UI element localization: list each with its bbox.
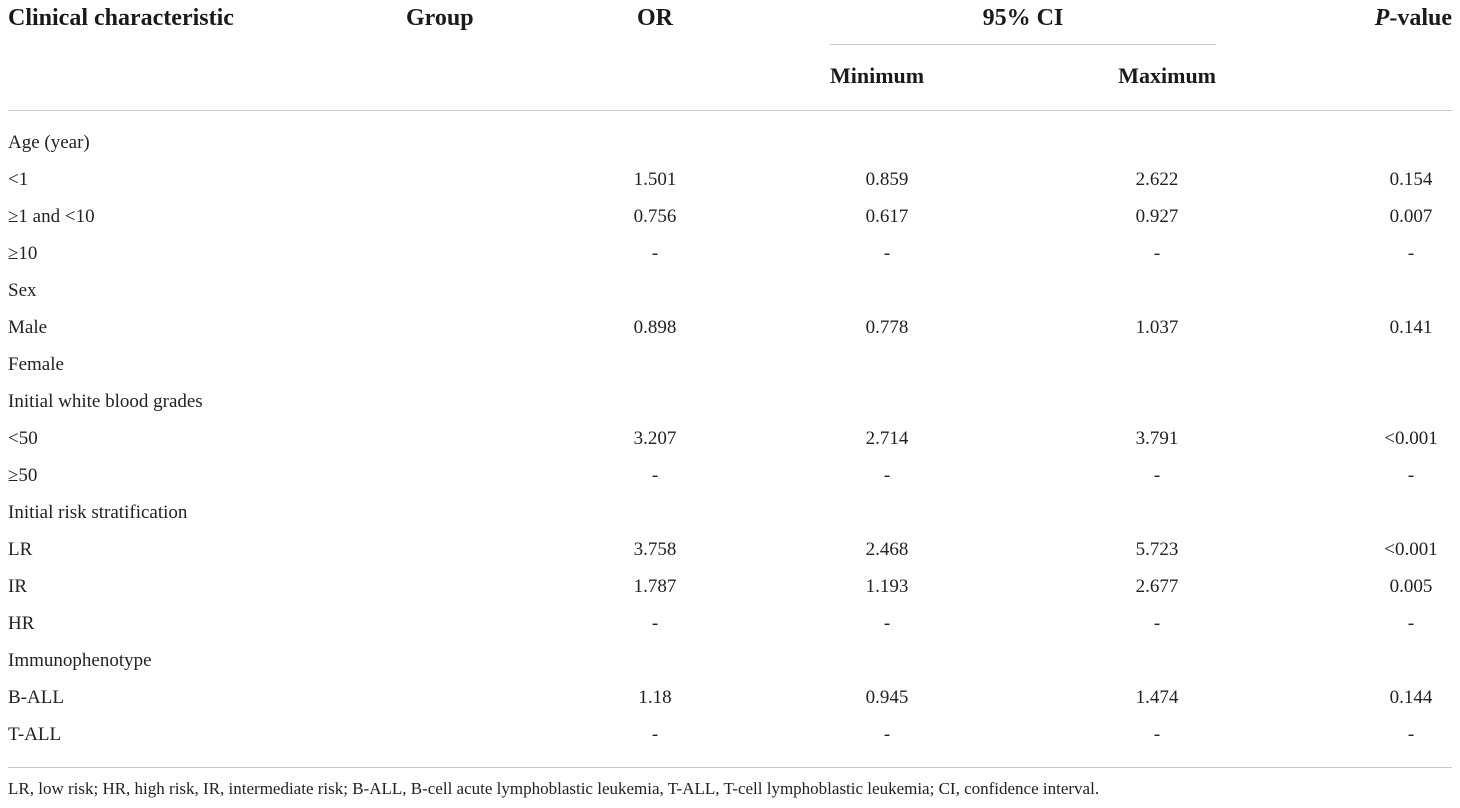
cell-ci-minimum: - bbox=[883, 465, 891, 486]
cell-ci-maximum: 2.677 bbox=[1135, 576, 1179, 597]
table-row: ≥1 and <10 0.756 0.617 0.927 0.007 bbox=[0, 198, 1460, 235]
table-row: B-ALL 1.18 0.945 1.474 0.144 bbox=[0, 679, 1460, 716]
cell-ci-maximum: - bbox=[1153, 243, 1161, 264]
table-row: Sex bbox=[0, 272, 1460, 309]
cell-characteristic: Male bbox=[8, 317, 48, 338]
table-row: ≥50 - - - - bbox=[0, 457, 1460, 494]
cell-characteristic: HR bbox=[8, 613, 35, 634]
cell-ci-minimum: - bbox=[883, 724, 891, 745]
cell-ci-maximum: 1.474 bbox=[1135, 687, 1179, 708]
header-95-ci: 95% CI bbox=[982, 5, 1064, 31]
cell-characteristic: ≥50 bbox=[8, 465, 38, 486]
table-row: Immunophenotype bbox=[0, 642, 1460, 679]
cell-ci-maximum: - bbox=[1153, 465, 1161, 486]
cell-p-value: <0.001 bbox=[1384, 428, 1438, 449]
cell-p-value: - bbox=[1407, 613, 1415, 634]
cell-or: 3.758 bbox=[633, 539, 677, 560]
cell-characteristic: Female bbox=[8, 354, 64, 375]
header-maximum: Maximum bbox=[1118, 63, 1216, 88]
cell-p-value: - bbox=[1407, 465, 1415, 486]
cell-ci-minimum: 0.945 bbox=[865, 687, 909, 708]
cell-p-value: 0.007 bbox=[1389, 206, 1433, 227]
cell-ci-maximum: - bbox=[1153, 613, 1161, 634]
table-row: T-ALL - - - - bbox=[0, 716, 1460, 753]
cell-ci-maximum: 0.927 bbox=[1135, 206, 1179, 227]
cell-ci-maximum: 2.622 bbox=[1135, 169, 1179, 190]
cell-or: 3.207 bbox=[633, 428, 677, 449]
cell-ci-minimum: - bbox=[883, 613, 891, 634]
cell-characteristic: ≥1 and <10 bbox=[8, 206, 95, 227]
header-bottom-rule bbox=[8, 110, 1452, 111]
cell-ci-minimum: 0.859 bbox=[865, 169, 909, 190]
cell-p-value: - bbox=[1407, 724, 1415, 745]
cell-ci-minimum: 0.617 bbox=[865, 206, 909, 227]
cell-ci-maximum: 1.037 bbox=[1135, 317, 1179, 338]
table-row: Male 0.898 0.778 1.037 0.141 bbox=[0, 309, 1460, 346]
cell-characteristic: Sex bbox=[8, 280, 37, 301]
cell-characteristic: LR bbox=[8, 539, 33, 560]
header-or: OR bbox=[637, 5, 673, 31]
cell-characteristic: Initial risk stratification bbox=[8, 502, 188, 523]
cell-characteristic: B-ALL bbox=[8, 687, 64, 708]
cell-ci-minimum: 0.778 bbox=[865, 317, 909, 338]
table-bottom-rule bbox=[8, 767, 1452, 768]
cell-or: 0.756 bbox=[633, 206, 677, 227]
cell-p-value: 0.144 bbox=[1389, 687, 1433, 708]
cell-characteristic: <50 bbox=[8, 428, 38, 449]
cell-ci-maximum: 5.723 bbox=[1135, 539, 1179, 560]
cell-characteristic: Initial white blood grades bbox=[8, 391, 203, 412]
table-row: <50 3.207 2.714 3.791 <0.001 bbox=[0, 420, 1460, 457]
cell-p-value: 0.005 bbox=[1389, 576, 1433, 597]
cell-p-value: <0.001 bbox=[1384, 539, 1438, 560]
table-row: <1 1.501 0.859 2.622 0.154 bbox=[0, 161, 1460, 198]
header-minimum: Minimum bbox=[830, 63, 925, 88]
cell-characteristic: Immunophenotype bbox=[8, 650, 152, 671]
table-row: HR - - - - bbox=[0, 605, 1460, 642]
header-group: Group bbox=[406, 5, 474, 31]
cell-p-value: - bbox=[1407, 243, 1415, 264]
cell-characteristic: IR bbox=[8, 576, 27, 597]
cell-characteristic: ≥10 bbox=[8, 243, 38, 264]
cell-ci-minimum: 2.468 bbox=[865, 539, 909, 560]
cell-ci-minimum: 2.714 bbox=[865, 428, 909, 449]
cell-ci-minimum: 1.193 bbox=[865, 576, 909, 597]
cell-or: - bbox=[651, 243, 659, 264]
cell-or: - bbox=[651, 613, 659, 634]
table-row: Initial risk stratification bbox=[0, 494, 1460, 531]
table-row: Initial white blood grades bbox=[0, 383, 1460, 420]
table-row: Age (year) bbox=[0, 124, 1460, 161]
cell-or: 0.898 bbox=[633, 317, 677, 338]
table-row: LR 3.758 2.468 5.723 <0.001 bbox=[0, 531, 1460, 568]
cell-characteristic: Age (year) bbox=[8, 132, 90, 153]
cell-or: - bbox=[651, 465, 659, 486]
table-row: Female bbox=[0, 346, 1460, 383]
cell-characteristic: <1 bbox=[8, 169, 29, 190]
ci-span-rule bbox=[830, 44, 1216, 45]
cell-ci-maximum: - bbox=[1153, 724, 1161, 745]
cell-ci-minimum: - bbox=[883, 243, 891, 264]
cell-ci-maximum: 3.791 bbox=[1135, 428, 1179, 449]
cell-or: 1.787 bbox=[633, 576, 677, 597]
table-row: IR 1.787 1.193 2.677 0.005 bbox=[0, 568, 1460, 605]
cell-or: 1.501 bbox=[633, 169, 677, 190]
cell-or: 1.18 bbox=[638, 687, 672, 708]
header-clinical-characteristic: Clinical characteristic bbox=[8, 5, 234, 31]
table-row: ≥10 - - - - bbox=[0, 235, 1460, 272]
table-footnote: LR, low risk; HR, high risk, IR, interme… bbox=[8, 779, 1100, 798]
header-p-letter: P bbox=[1374, 5, 1390, 31]
cell-p-value: 0.141 bbox=[1389, 317, 1433, 338]
cell-characteristic: T-ALL bbox=[8, 724, 62, 745]
cell-or: - bbox=[651, 724, 659, 745]
header-p-value: P-value bbox=[1375, 4, 1452, 32]
header-p-suffix: -value bbox=[1389, 5, 1452, 31]
cell-p-value: 0.154 bbox=[1389, 169, 1433, 190]
